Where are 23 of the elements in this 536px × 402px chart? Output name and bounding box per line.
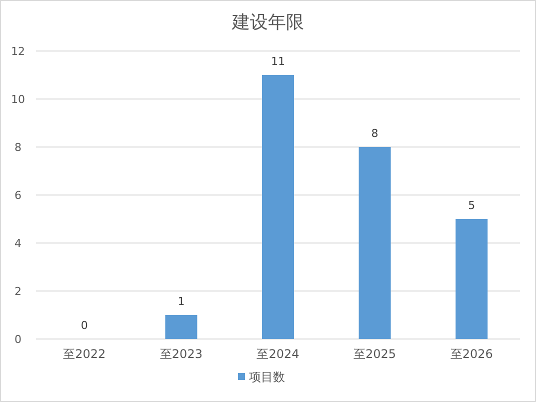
x-tick-label: 至2022 <box>63 347 106 361</box>
y-tick-label: 12 <box>11 45 25 58</box>
data-label: 1 <box>178 295 185 308</box>
data-label: 0 <box>80 319 88 332</box>
data-label: 8 <box>371 127 378 140</box>
y-tick-label: 10 <box>11 93 25 106</box>
x-tick-label: 至2024 <box>256 347 300 361</box>
y-tick-label: 2 <box>14 285 22 298</box>
data-label: 5 <box>468 199 476 212</box>
legend-label: 项目数 <box>249 370 285 384</box>
y-tick-label: 8 <box>14 141 22 154</box>
x-tick-label: 至2023 <box>160 347 202 361</box>
y-tick-label: 4 <box>14 237 22 250</box>
y-tick-label: 0 <box>14 333 22 346</box>
y-tick-label: 6 <box>14 189 22 202</box>
bar <box>456 219 488 339</box>
x-tick-label: 至2025 <box>354 347 396 361</box>
chart-title: 建设年限 <box>231 12 304 33</box>
bar <box>262 75 294 339</box>
data-label: 11 <box>271 55 285 68</box>
bar <box>358 147 391 339</box>
x-tick-label: 至2026 <box>450 347 493 361</box>
bar <box>165 315 198 339</box>
